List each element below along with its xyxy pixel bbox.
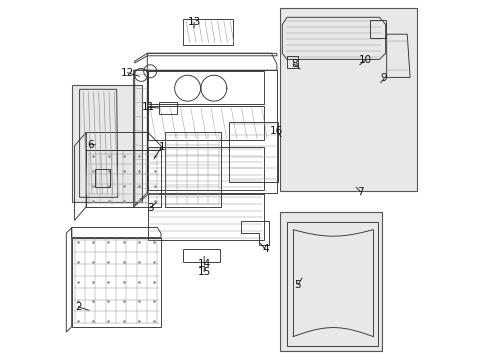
Text: 8: 8 [290, 59, 297, 69]
Text: 2: 2 [75, 302, 81, 312]
Bar [279, 212, 381, 351]
Text: 15: 15 [197, 267, 210, 277]
Text: 3: 3 [146, 203, 153, 213]
Text: 1: 1 [158, 142, 164, 152]
Text: 9: 9 [380, 73, 386, 84]
Text: 7: 7 [356, 186, 363, 197]
Text: 13: 13 [187, 17, 200, 27]
Bar [279, 8, 416, 191]
Text: 6: 6 [87, 140, 94, 150]
Text: 12: 12 [121, 68, 134, 78]
Text: 10: 10 [358, 55, 371, 66]
Text: 5: 5 [294, 280, 301, 290]
Text: 11: 11 [141, 102, 154, 112]
Text: 14: 14 [197, 258, 210, 269]
Text: 4: 4 [262, 244, 268, 254]
Text: 16: 16 [270, 126, 283, 136]
Bar [72, 85, 142, 202]
